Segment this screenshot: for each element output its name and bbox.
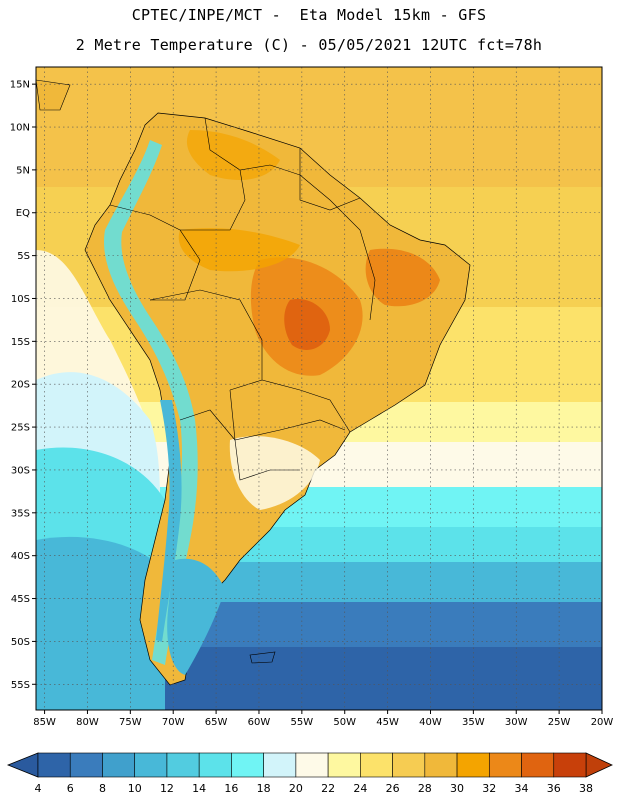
colorbar-swatch (69, 752, 103, 778)
lat-tick-label: 50S (11, 637, 30, 648)
lon-tick-label: 50W (333, 717, 356, 728)
colorbar-swatch (392, 752, 426, 778)
colorbar-label: 6 (67, 782, 74, 795)
colorbar-swatch (37, 752, 71, 778)
lat-tick-label: 15S (11, 337, 30, 348)
colorbar-label: 26 (386, 782, 400, 795)
land-caribbean (36, 79, 71, 111)
colorbar-swatch (231, 752, 264, 778)
chart-title: CPTEC/INPE/MCT - Eta Model 15km - GFS (131, 6, 487, 24)
lat-tick-label: 15N (10, 80, 30, 91)
field-andes-core (156, 400, 182, 642)
field-amazon (178, 228, 300, 272)
colorbar-label: 22 (321, 782, 335, 795)
lon-axis: 85W 80W 75W 70W 65W 60W 55W 50W 45W 40W 35W 30W 25W 2… (33, 710, 613, 728)
field-patagonia (167, 558, 225, 675)
lat-tick-label: 45S (11, 594, 30, 605)
field-pampas (229, 436, 320, 510)
lon-tick-label: 55W (291, 717, 314, 728)
lon-tick-label: 85W (33, 717, 56, 728)
colorbar-label: 14 (192, 782, 206, 795)
colorbar-label: 8 (99, 782, 106, 795)
colorbar-swatch (134, 752, 168, 778)
lon-tick-label: 20W (591, 717, 614, 728)
lat-tick-label: 35S (11, 508, 30, 519)
colorbar-label: 10 (128, 782, 142, 795)
colorbar-label: 4 (35, 782, 42, 795)
lat-tick-label: 25S (11, 423, 30, 434)
colorbar-label: 36 (547, 782, 561, 795)
lat-tick-label: 10S (11, 294, 30, 305)
colorbar-label: 38 (579, 782, 593, 795)
lat-tick-label: 20S (11, 380, 30, 391)
colorbar-swatch (263, 752, 297, 778)
field-hot-center (284, 299, 330, 350)
colorbar-swatch (166, 752, 200, 778)
lat-tick-label: 5S (17, 251, 30, 262)
colorbar-label: 24 (353, 782, 367, 795)
colorbar: 4 6 8 10 12 14 16 18 20 22 24 26 28 30 32 34 36 38 (6, 752, 613, 795)
map-frame (35, 66, 603, 711)
colorbar-label: 28 (418, 782, 432, 795)
field-pacific-colder (36, 536, 165, 710)
colorbar-label: 16 (224, 782, 238, 795)
colorbar-label: 34 (515, 782, 529, 795)
colorbar-label: 18 (257, 782, 271, 795)
lat-tick-label: 55S (11, 680, 30, 691)
lon-tick-label: 45W (376, 717, 399, 728)
colorbar-swatch (360, 752, 393, 778)
lat-axis: 15N 10N 5N EQ 5S 10S 15S 20S 25S 30S 35S 40S 45S 50S 5… (10, 80, 36, 691)
colorbar-swatch (488, 752, 522, 778)
lat-tick-label: 5N (16, 165, 30, 176)
colorbar-swatch (553, 752, 587, 778)
lon-tick-label: 70W (162, 717, 185, 728)
colorbar-swatch (456, 752, 490, 778)
lon-tick-label: 35W (462, 717, 485, 728)
colorbar-label: 12 (160, 782, 174, 795)
lon-tick-label: 60W (248, 717, 271, 728)
colorbar-label: 20 (289, 782, 303, 795)
lon-tick-label: 25W (548, 717, 571, 728)
lat-tick-label: EQ (16, 208, 30, 219)
lon-tick-label: 65W (205, 717, 228, 728)
lat-tick-label: 30S (11, 465, 30, 476)
colorbar-swatch (327, 752, 361, 778)
colorbar-swatch (295, 752, 329, 778)
lon-tick-label: 40W (419, 717, 442, 728)
lat-tick-label: 40S (11, 551, 30, 562)
colorbar-swatch (102, 752, 136, 778)
land-falklands (249, 651, 276, 664)
colorbar-swatch (198, 752, 232, 778)
lat-tick-label: 10N (10, 123, 30, 134)
chart-subtitle: 2 Metre Temperature (C) - 05/05/2021 12U… (75, 36, 543, 54)
lon-tick-label: 75W (119, 717, 142, 728)
colorbar-label: 32 (482, 782, 496, 795)
lon-tick-label: 30W (505, 717, 528, 728)
lon-tick-label: 80W (76, 717, 99, 728)
colorbar-label: 30 (450, 782, 464, 795)
colorbar-low-triangle (6, 752, 39, 778)
colorbar-high-triangle (585, 752, 613, 778)
colorbar-swatch (424, 752, 458, 778)
field-hot-ne (365, 248, 440, 307)
colorbar-swatch (521, 752, 555, 778)
